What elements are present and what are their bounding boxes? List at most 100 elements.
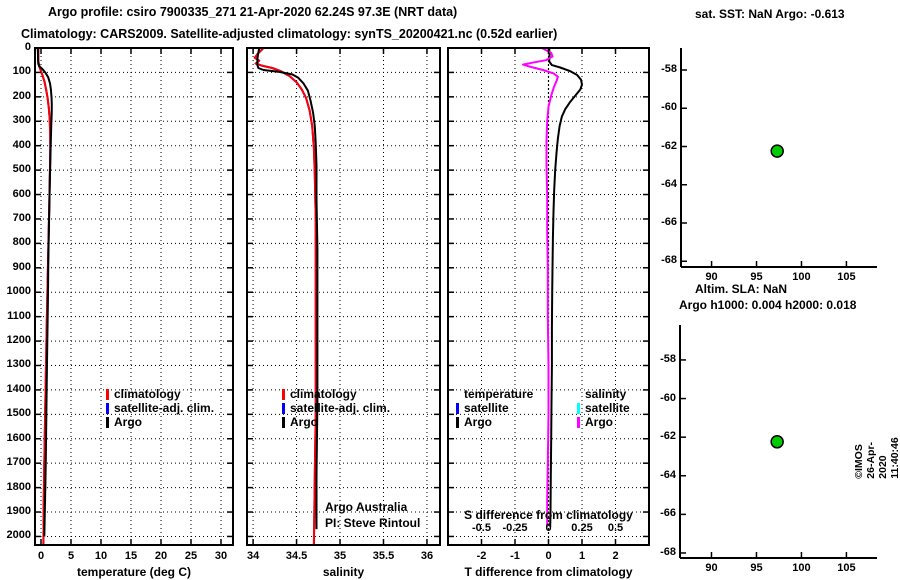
diff-salinity-legend: salinity satellite Argo [577,387,630,429]
depth-tick-label: 300 [12,114,31,127]
title-line-1: Argo profile: csiro 7900335_271 21-Apr-2… [48,5,458,19]
lon-tick-label: 95 [750,562,763,574]
legend-row-climatology: climatology [106,387,214,401]
series-argo [36,47,53,537]
x-axis-label: T difference from climatology [464,565,633,579]
depth-tick-label: 1200 [6,334,31,347]
legend-row-argo-t: Argo [456,415,533,429]
s-diff-tick-label: 0 [545,522,552,534]
satellite-s-line-swatch [577,402,580,414]
series-argo-s-difference [522,47,559,527]
legend-label-argo-t: Argo [464,415,492,429]
legend-row-satadj: satellite-adj. clim. [106,401,214,415]
depth-tick-label: 700 [12,211,31,224]
argo-australia-label: Argo Australia [325,500,408,514]
legend-label-satadj: satellite-adj. clim. [290,401,391,415]
satadj-line-swatch [282,402,285,414]
diff-temperature-header: temperature [456,387,533,401]
x-tick-label: 15 [124,550,138,562]
argo-line-swatch [106,416,109,428]
legend-row-climatology: climatology [282,387,390,401]
lat-tick-label: -60 [661,101,677,114]
imos-watermark: ©IMOS 26-Apr-2020 11:40:46 [853,437,900,479]
legend-row-argo: Argo [282,415,390,429]
diff-salinity-header-label: salinity [585,387,627,401]
altim-sla-label: Altim. SLA: NaN [695,282,788,296]
depth-tick-label: 1800 [6,480,31,493]
legend-label-argo: Argo [290,415,318,429]
lon-tick-label: 100 [792,271,811,283]
depth-tick-label: 1100 [7,309,31,322]
legend-row-satadj: satellite-adj. clim. [282,401,390,415]
legend-label-climatology: climatology [114,387,181,401]
lat-tick-label: -58 [661,62,677,75]
axes-box [246,47,441,546]
depth-tick-label: 100 [12,65,31,78]
pi-label: PI: Steve Rintoul [325,516,421,530]
float-position-marker [770,435,784,449]
lat-tick-label: -66 [660,507,676,520]
legend-label-satellite-s: satellite [585,401,630,415]
series-argo-t-difference [548,47,583,527]
x-tick-label: 0 [37,550,45,562]
sat-sst-label: sat. SST: NaN Argo: -0.613 [695,7,845,21]
depth-tick-label: 0 [24,41,31,53]
legend-row-satellite-t: satellite [456,401,533,415]
climatology-line-swatch [106,388,109,400]
depth-tick-label: 2000 [6,529,31,542]
depth-tick-label: 1600 [6,431,31,444]
depth-tick-label: 800 [12,236,31,249]
lon-tick-label: 105 [837,562,856,574]
lat-tick-label: -58 [660,352,676,365]
series-argo [256,47,319,530]
x-tick-label: 36 [420,550,434,562]
x-tick-label: -2 [476,550,487,562]
x-tick-label: 25 [184,550,198,562]
lon-tick-label: 90 [705,271,718,283]
x-tick-label: 2 [612,550,619,562]
x-tick-label: -1 [510,550,520,562]
x-tick-label: 34 [246,550,260,562]
lon-tick-label: 90 [705,562,718,574]
lat-tick-label: -62 [661,139,677,152]
title-line-2: Climatology: CARS2009. Satellite-adjuste… [21,27,558,41]
depth-tick-label: 400 [12,138,31,151]
s-diff-tick-label: 0.5 [607,522,624,534]
lat-tick-label: -68 [660,545,676,558]
satellite-t-line-swatch [456,402,459,414]
depth-tick-label: 1300 [6,358,31,371]
diff-temperature-legend: temperature satellite Argo [456,387,533,429]
depth-tick-label: 200 [12,89,31,102]
legend-row-satellite-s: satellite [577,401,630,415]
temperature-legend: climatology satellite-adj. clim. Argo [106,387,214,429]
x-tick-label: 10 [94,550,108,562]
lat-tick-label: -64 [661,177,677,190]
depth-tick-label: 500 [12,163,31,176]
lat-tick-label: -66 [661,216,677,228]
x-tick-label: 20 [154,550,168,562]
x-axis-label: salinity [322,565,365,579]
x-tick-label: 0 [545,550,552,562]
x-tick-label: 30 [214,550,228,562]
depth-tick-label: 900 [12,260,31,273]
lon-tick-label: 100 [792,562,811,574]
legend-label-satellite-t: satellite [464,401,509,415]
s-diff-tick-label: -0.5 [472,522,491,534]
argo-s-line-swatch [577,416,580,428]
series-satellite-adj--clim- [253,47,317,546]
legend-label-climatology: climatology [290,387,357,401]
depth-tick-label: 1400 [6,382,31,395]
depth-tick-label: 1500 [6,407,31,420]
x-tick-label: 34.5 [285,550,308,562]
satadj-line-swatch [106,402,109,414]
depth-tick-label: 1000 [6,285,31,298]
depth-tick-label: 1700 [6,456,31,469]
climatology-line-swatch [282,388,285,400]
x-tick-label: 1 [578,550,586,562]
legend-label-argo: Argo [114,415,142,429]
salinity-legend: climatology satellite-adj. clim. Argo [282,387,390,429]
lat-tick-label: -64 [660,468,676,481]
lon-tick-label: 95 [750,271,763,283]
